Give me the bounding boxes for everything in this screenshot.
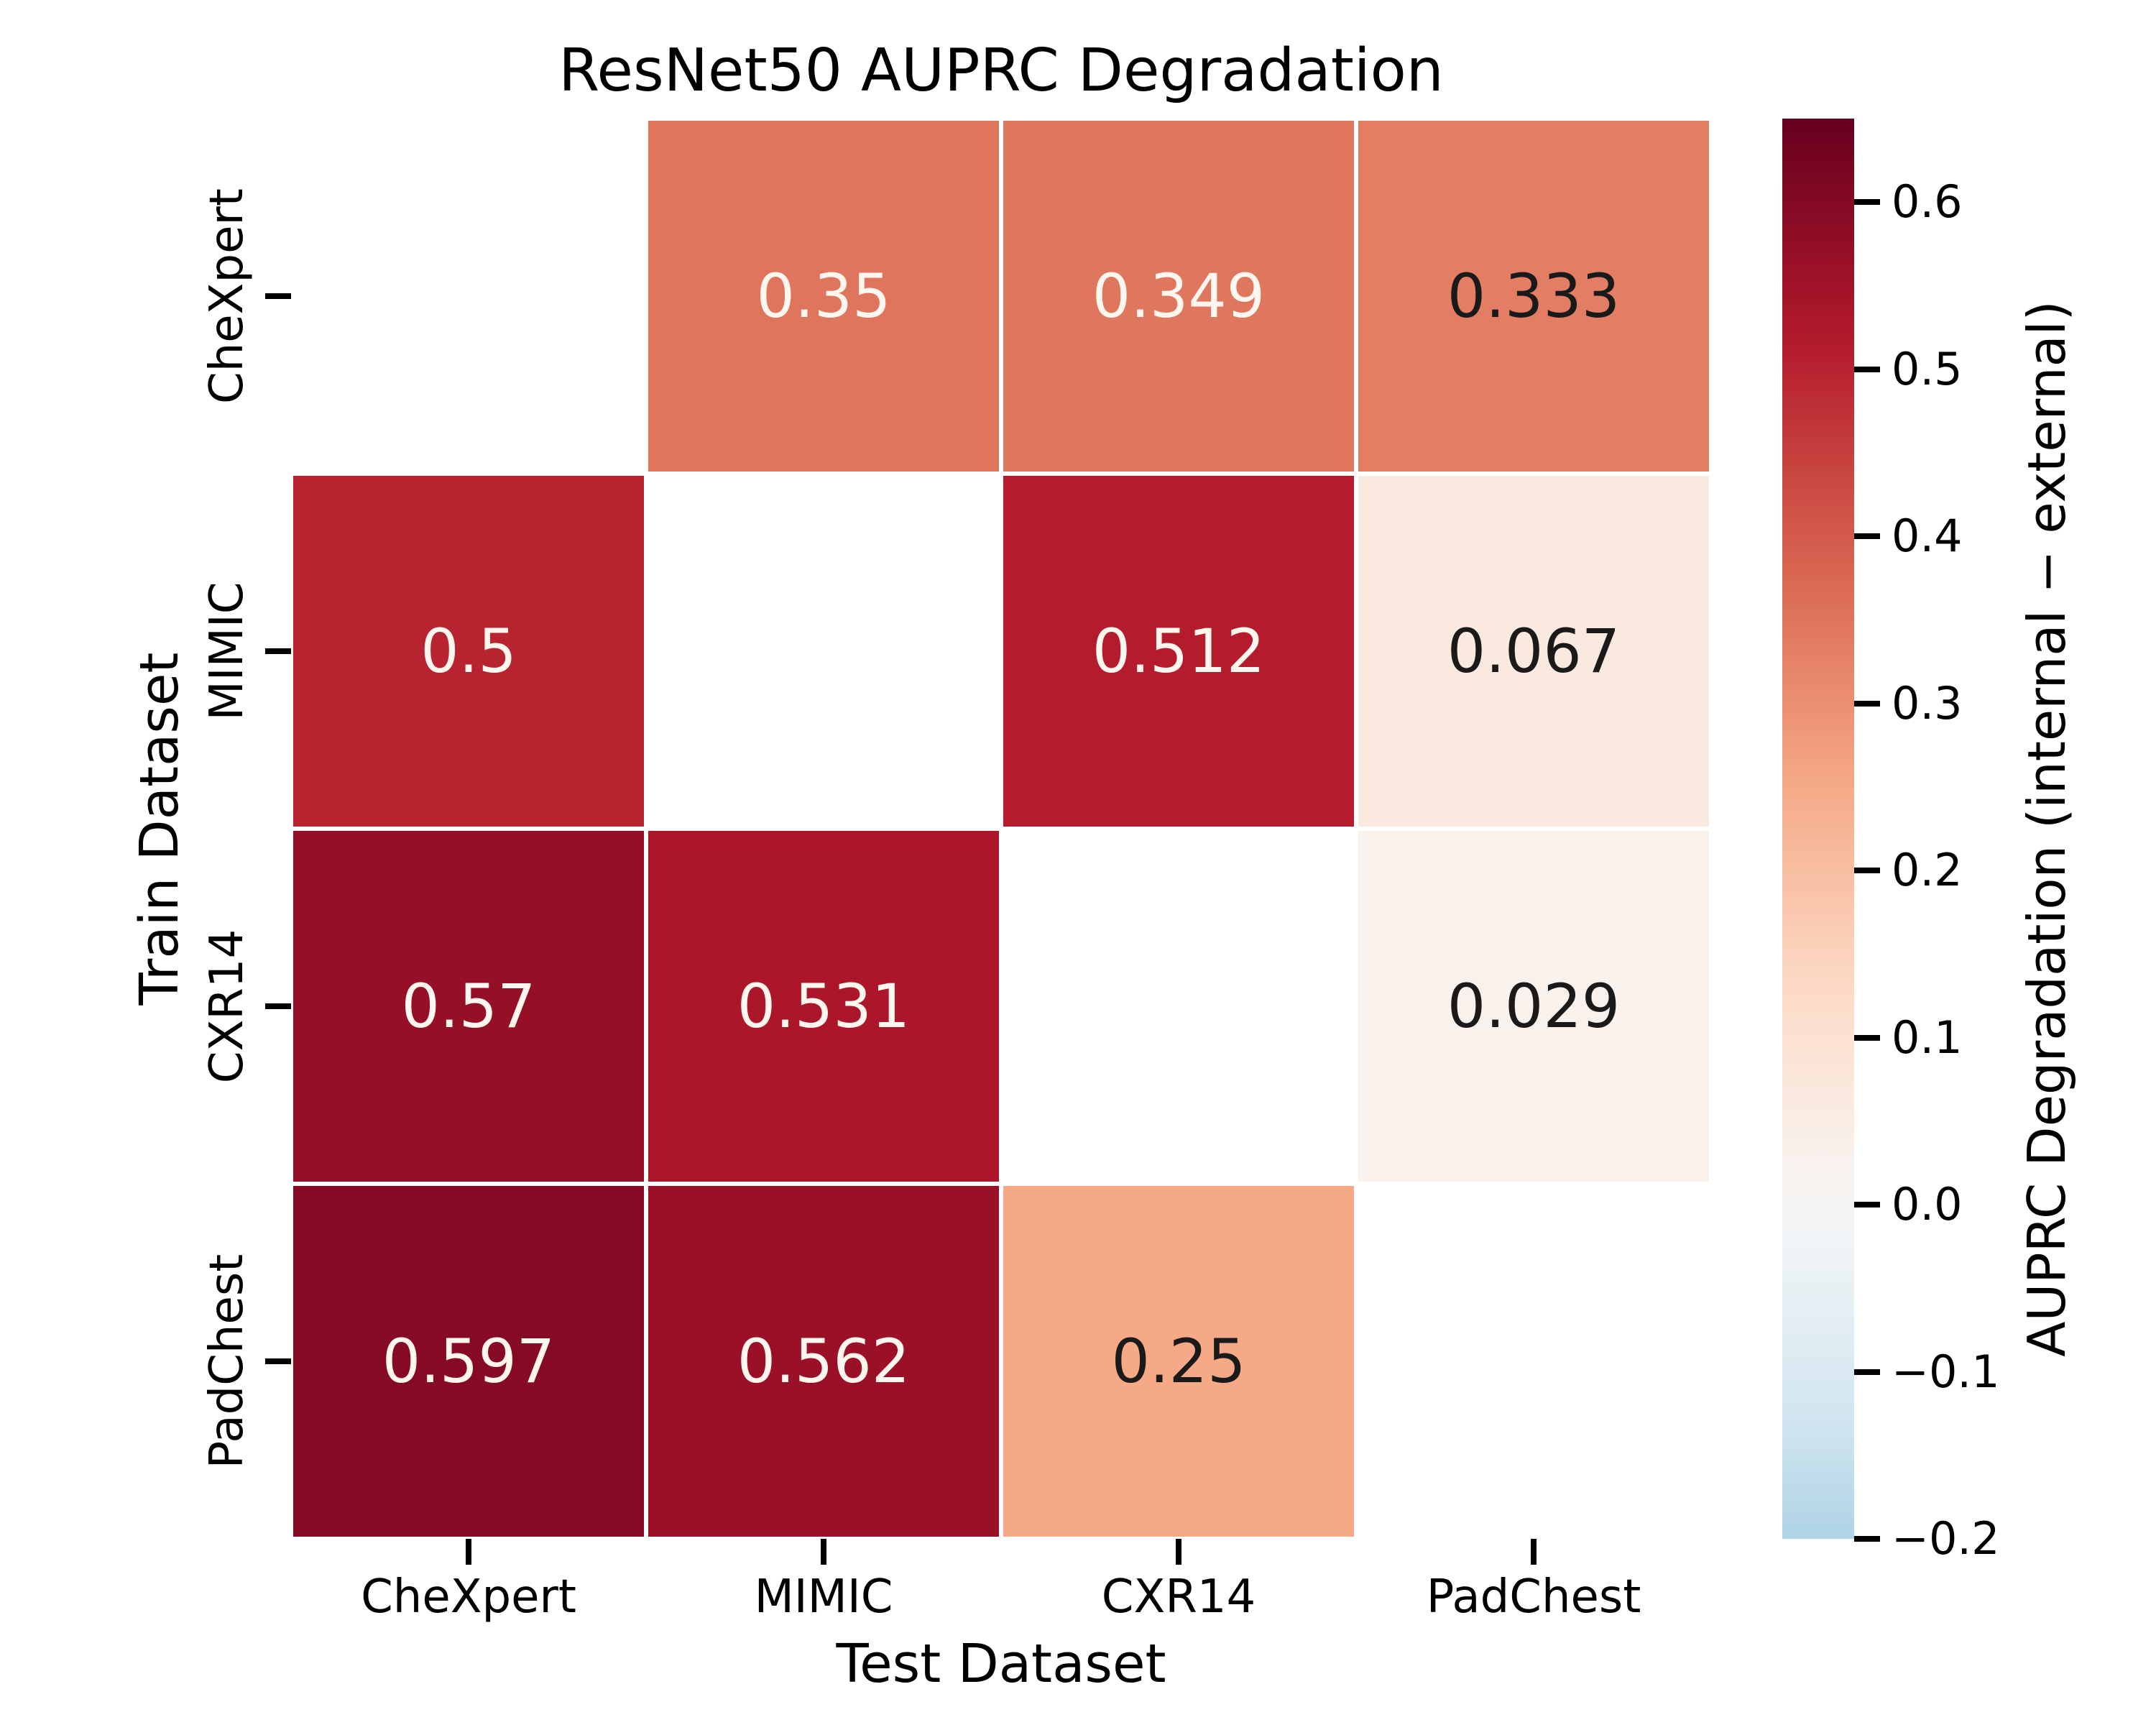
x-tick-mark [821, 1539, 826, 1565]
cell-value: 0.029 [1447, 971, 1621, 1041]
cell-value: 0.5 [420, 616, 517, 686]
colorbar-tick-label: 0.4 [1892, 510, 1963, 563]
heatmap-cell-masked [291, 119, 646, 474]
cell-value: 0.597 [382, 1326, 556, 1397]
heatmap-cell: 0.531 [646, 829, 1001, 1184]
heatmap-cell: 0.349 [1001, 119, 1356, 474]
x-tick-label: PadChest [1426, 1570, 1641, 1624]
colorbar-tick-label: 0.5 [1892, 342, 1963, 395]
colorbar [1782, 119, 1854, 1539]
cell-value: 0.333 [1447, 261, 1621, 331]
x-tick-label: CXR14 [1101, 1570, 1256, 1624]
colorbar-tick-label: 0.1 [1892, 1011, 1963, 1064]
colorbar-tick-mark [1854, 1536, 1880, 1542]
y-tick-mark [265, 1003, 291, 1009]
heatmap-cell-masked [1356, 1184, 1711, 1539]
heatmap-cell: 0.333 [1356, 119, 1711, 474]
heatmap-cell: 0.57 [291, 829, 646, 1184]
colorbar-tick-label: −0.1 [1892, 1345, 2000, 1398]
colorbar-tick-label: 0.3 [1892, 676, 1963, 730]
colorbar-tick-mark [1854, 1368, 1880, 1375]
heatmap-cell: 0.35 [646, 119, 1001, 474]
cell-value: 0.512 [1092, 616, 1266, 686]
colorbar-tick-label: −0.2 [1892, 1512, 2000, 1565]
colorbar-tick-mark [1854, 533, 1880, 540]
colorbar-tick-label: 0.6 [1892, 175, 1963, 229]
heatmap-cell: 0.25 [1001, 1184, 1356, 1539]
x-tick-mark [466, 1539, 471, 1565]
cell-value: 0.562 [737, 1326, 911, 1397]
heatmap-cell: 0.5 [291, 474, 646, 829]
colorbar-tick-label: 0.2 [1892, 844, 1963, 897]
colorbar-tick-mark [1854, 868, 1880, 874]
colorbar-tick-label: 0.0 [1892, 1178, 1963, 1231]
heatmap-grid: 0.35 0.349 0.333 0.5 0.512 0.067 0.57 0.531 0.02… [291, 119, 1711, 1539]
cell-value: 0.531 [737, 971, 911, 1041]
x-tick-mark [1531, 1539, 1537, 1565]
x-axis-label: Test Dataset [836, 1633, 1166, 1695]
x-tick-mark [1176, 1539, 1181, 1565]
chart-title: ResNet50 AUPRC Degradation [558, 37, 1444, 105]
colorbar-tick-mark [1854, 366, 1880, 372]
colorbar-tick-mark [1854, 700, 1880, 707]
cell-value: 0.067 [1447, 616, 1621, 686]
colorbar-tick-mark [1854, 1034, 1880, 1041]
cell-value: 0.25 [1111, 1326, 1246, 1397]
colorbar-tick-mark [1854, 1202, 1880, 1208]
y-tick-mark [265, 648, 291, 654]
heatmap-cell: 0.512 [1001, 474, 1356, 829]
heatmap-cell: 0.067 [1356, 474, 1711, 829]
cell-value: 0.35 [756, 261, 891, 331]
colorbar-label: AUPRC Degradation (internal − external) [2017, 300, 2077, 1357]
cell-value: 0.57 [401, 971, 536, 1041]
x-tick-label: MIMIC [754, 1570, 893, 1624]
heatmap-cell-masked [1001, 829, 1356, 1184]
heatmap-cell: 0.597 [291, 1184, 646, 1539]
heatmap-cell: 0.029 [1356, 829, 1711, 1184]
y-tick-mark [265, 1358, 291, 1364]
y-tick-mark [265, 293, 291, 299]
colorbar-tick-mark [1854, 199, 1880, 206]
cell-value: 0.349 [1092, 261, 1266, 331]
heatmap-cell-masked [646, 474, 1001, 829]
x-tick-label: CheXpert [361, 1570, 576, 1624]
heatmap-cell: 0.562 [646, 1184, 1001, 1539]
